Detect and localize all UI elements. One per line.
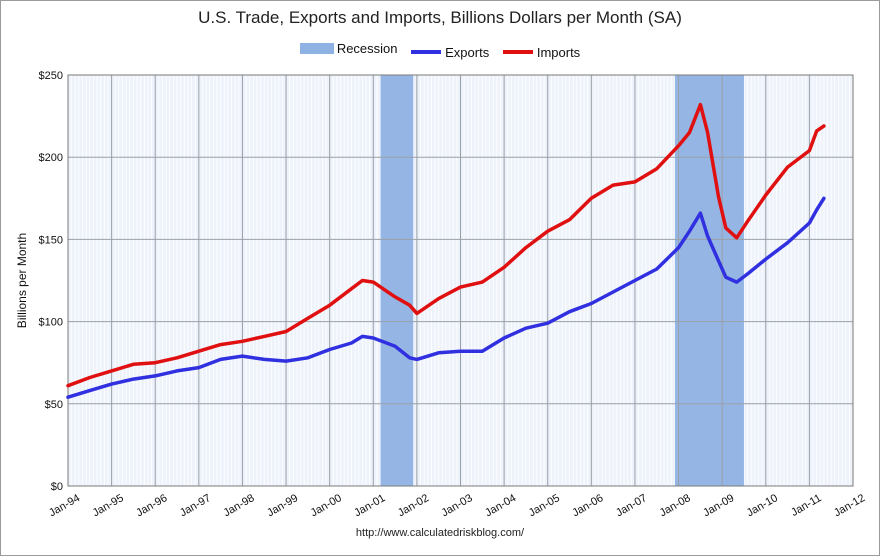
x-tick-label: Jan-04 bbox=[483, 492, 518, 519]
legend-item-recession: Recession bbox=[299, 41, 398, 56]
x-tick-label: Jan-10 bbox=[745, 492, 780, 519]
y-tick-label: $250 bbox=[39, 70, 63, 82]
series-line-exports bbox=[66, 196, 826, 399]
x-tick-label: Jan-05 bbox=[527, 492, 562, 519]
x-tick-label: Jan-07 bbox=[614, 492, 649, 519]
x-tick-label: Jan-06 bbox=[570, 492, 605, 519]
y-tick-label: $100 bbox=[39, 317, 63, 329]
legend-swatch-exports bbox=[411, 50, 442, 54]
x-tick-label: Jan-01 bbox=[352, 492, 387, 519]
y-tick-label: $150 bbox=[39, 234, 63, 246]
x-tick-label: Jan-98 bbox=[221, 492, 256, 519]
recession-band-1 bbox=[380, 75, 414, 486]
legend-label-imports: Imports bbox=[536, 44, 581, 60]
x-tick-label: Jan-96 bbox=[134, 492, 169, 519]
legend-label-recession: Recession bbox=[336, 41, 398, 56]
x-tick-label: Jan-94 bbox=[47, 492, 82, 519]
plot-border bbox=[67, 74, 854, 487]
y-tick-label: $50 bbox=[45, 399, 63, 411]
x-tick-label: Jan-97 bbox=[178, 492, 213, 519]
y-axis-label: Billions per Month bbox=[15, 233, 29, 328]
x-tick-label: Jan-95 bbox=[91, 492, 126, 519]
legend-item-exports: Exports bbox=[411, 45, 489, 60]
legend: Recession Exports Imports bbox=[0, 41, 880, 60]
x-tick-label: Jan-12 bbox=[832, 492, 867, 519]
x-tick-label: Jan-99 bbox=[265, 492, 300, 519]
x-tick-label: Jan-00 bbox=[309, 492, 344, 519]
x-tick-label: Jan-09 bbox=[701, 492, 736, 519]
x-tick-label: Jan-02 bbox=[396, 492, 431, 519]
legend-item-imports: Imports bbox=[502, 44, 581, 60]
chart-title: U.S. Trade, Exports and Imports, Billion… bbox=[198, 8, 682, 27]
x-tick-label: Jan-11 bbox=[789, 492, 823, 519]
x-tick-label: Jan-03 bbox=[440, 492, 475, 519]
legend-swatch-imports bbox=[502, 50, 533, 54]
legend-swatch-recession bbox=[299, 43, 334, 54]
legend-label-exports: Exports bbox=[445, 44, 490, 60]
series-line-imports bbox=[66, 102, 826, 388]
source-url: http://www.calculatedriskblog.com/ bbox=[355, 527, 525, 539]
y-tick-label: $0 bbox=[51, 481, 63, 493]
y-tick-label: $200 bbox=[39, 152, 63, 164]
x-tick-label: Jan-08 bbox=[658, 492, 693, 519]
